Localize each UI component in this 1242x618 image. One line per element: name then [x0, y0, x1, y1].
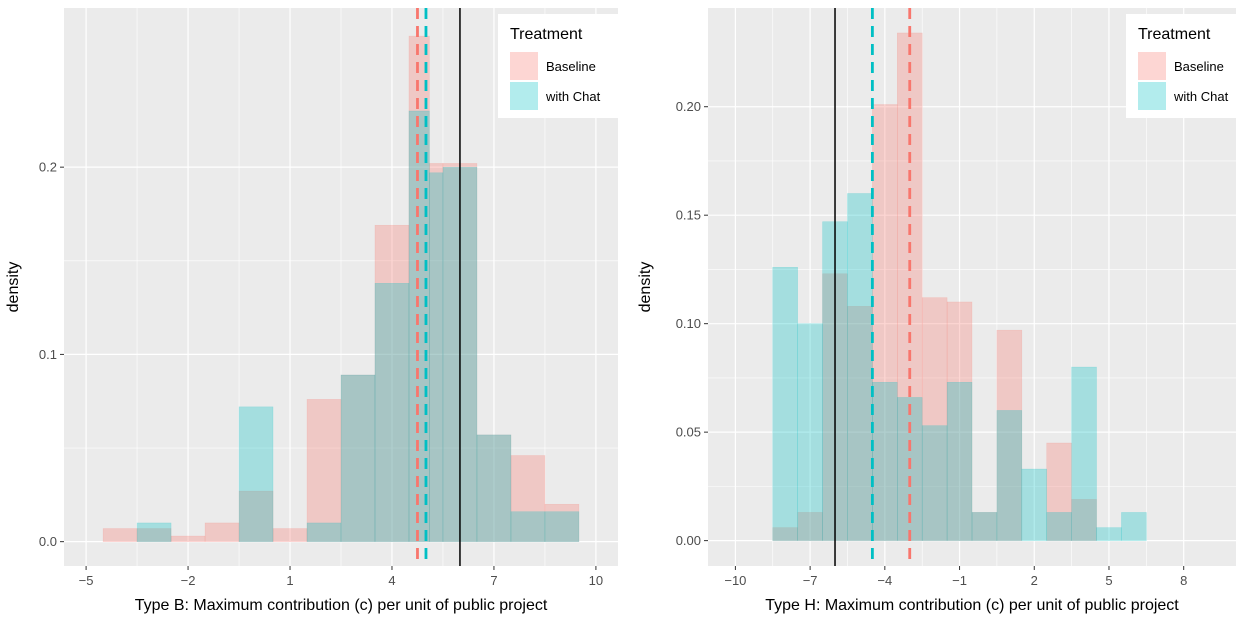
histogram-bar-baseline: [921, 297, 948, 541]
histogram-bar-baseline: [797, 512, 823, 541]
histogram-bar-baseline: [340, 374, 376, 542]
histogram-bar-chat: [1046, 512, 1072, 541]
histogram-bar-baseline: [272, 528, 308, 542]
histogram-bar-baseline: [872, 104, 898, 541]
panel-type-h: −10 −7 −4 −1 2 5 8 0.00 0.05 0.10 0.15 0.20 Type H: …: [637, 8, 1242, 614]
histogram-bar-chat: [946, 381, 973, 541]
x-tick-label: 7: [490, 573, 497, 588]
legend-key-baseline: [510, 52, 538, 80]
legend-title: Treatment: [1138, 26, 1211, 43]
legend-background: [498, 14, 620, 118]
histogram-bar-baseline: [238, 490, 274, 542]
legend-label: with Chat: [545, 89, 601, 104]
histogram-bar-chat: [510, 511, 546, 542]
legend-label: Baseline: [1174, 59, 1224, 74]
legend-key-chat: [1138, 82, 1166, 110]
legend-label: Baseline: [546, 59, 596, 74]
histogram-bar-baseline: [1071, 499, 1097, 541]
y-axis-title: density: [637, 262, 654, 313]
x-tick-label: 4: [388, 573, 395, 588]
y-tick-label: 0.20: [676, 99, 701, 114]
legend-background: [1126, 14, 1242, 118]
histogram-bar-chat: [772, 267, 798, 541]
histogram-bar-chat: [872, 381, 898, 541]
histogram-bar-chat: [1121, 512, 1147, 541]
histogram-bar-chat: [306, 522, 342, 542]
y-tick-label: 0.05: [676, 425, 701, 440]
histogram-bar-chat: [340, 374, 376, 542]
histogram-bar-baseline: [1046, 442, 1072, 541]
histogram-bar-chat: [544, 511, 580, 542]
histogram-bar-chat: [238, 406, 274, 542]
x-tick-label: 8: [1180, 573, 1187, 588]
y-tick-label: 0.15: [676, 208, 701, 223]
histogram-bar-chat: [1096, 527, 1122, 541]
histogram-bar-baseline: [136, 528, 172, 542]
histogram-bar-chat: [476, 434, 512, 542]
x-tick-label: 1: [286, 573, 293, 588]
x-tick-label: −2: [181, 573, 196, 588]
x-tick-label: −5: [79, 573, 94, 588]
histogram-bar-chat: [797, 323, 823, 541]
histogram-bar-chat: [996, 410, 1023, 541]
histogram-bar-baseline: [374, 224, 410, 542]
x-tick-label: −1: [952, 573, 967, 588]
legend: Treatment Baseline with Chat: [1126, 14, 1242, 118]
histogram-bar-baseline: [170, 535, 206, 542]
x-axis-title: Type H: Maximum contribution (c) per uni…: [765, 597, 1179, 614]
legend-key-chat: [510, 82, 538, 110]
legend-title: Treatment: [510, 26, 583, 43]
x-tick-label: 10: [589, 573, 603, 588]
histogram-bar-chat: [847, 193, 873, 541]
histogram-bar-baseline: [510, 455, 546, 542]
y-tick-label: 0.2: [39, 160, 57, 175]
histogram-bar-baseline: [847, 306, 873, 541]
histogram-bar-baseline: [408, 35, 430, 542]
panel-type-b: −5 −2 1 4 7 10 0.0 0.1 0.2 Type B: Maximum contri…: [5, 8, 620, 614]
histogram-bar-chat: [1021, 468, 1047, 541]
x-axis-title: Type B: Maximum contribution (c) per uni…: [135, 597, 548, 614]
histogram-bar-chat: [971, 512, 998, 541]
histogram-bar-baseline: [996, 329, 1023, 541]
histogram-bar-chat: [1071, 366, 1097, 541]
y-axis-title: density: [5, 262, 22, 313]
histogram-bar-baseline: [204, 522, 240, 542]
histogram-bar-baseline: [772, 527, 798, 541]
x-tick-label: 5: [1105, 573, 1112, 588]
legend-label: with Chat: [1173, 89, 1229, 104]
histogram-bar-chat: [374, 283, 410, 542]
histogram-bar-baseline: [946, 301, 973, 541]
y-tick-label: 0.1: [39, 347, 57, 362]
histogram-bar-chat: [136, 522, 172, 542]
x-tick-label: −10: [724, 573, 746, 588]
legend-key-baseline: [1138, 52, 1166, 80]
y-tick-label: 0.10: [676, 316, 701, 331]
y-tick-label: 0.0: [39, 534, 57, 549]
x-tick-label: −4: [877, 573, 892, 588]
histogram-bar-baseline: [306, 399, 342, 542]
histogram-bar-chat: [429, 172, 444, 542]
x-tick-label: −7: [803, 573, 818, 588]
histogram-bar-chat: [921, 425, 948, 541]
legend: Treatment Baseline with Chat: [498, 14, 620, 118]
histogram-bar-baseline: [476, 434, 512, 542]
histogram-bar-chat: [408, 110, 430, 542]
histogram-bar-baseline: [971, 512, 998, 541]
histogram-bar-baseline: [102, 528, 138, 542]
histogram-bar-baseline: [544, 503, 580, 542]
y-tick-label: 0.00: [676, 533, 701, 548]
x-tick-label: 2: [1031, 573, 1038, 588]
histogram-bar-baseline: [429, 163, 444, 542]
